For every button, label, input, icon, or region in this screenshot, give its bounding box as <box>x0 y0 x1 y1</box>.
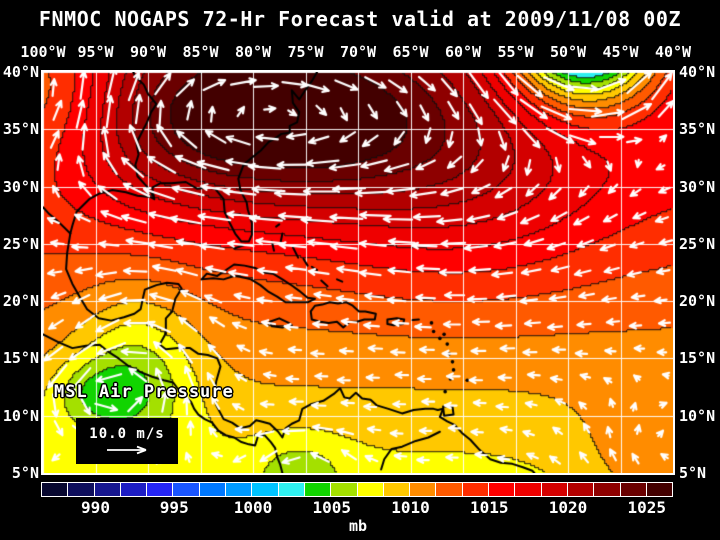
colorbar-cell <box>515 483 542 496</box>
lon-tick-label: 40°W <box>654 43 692 61</box>
wind-scale-arrow-icon <box>107 445 147 455</box>
lat-tick-label-right: 35°N <box>679 120 716 139</box>
wind-scale-label: 10.0 m/s <box>89 426 165 442</box>
colorbar-cell <box>147 483 174 496</box>
colorbar-tick-label: 995 <box>159 498 189 517</box>
colorbar-cell <box>226 483 253 496</box>
colorbar-cell <box>489 483 516 496</box>
lat-tick-label-left: 25°N <box>2 234 39 253</box>
colorbar-tick-label: 1015 <box>469 498 509 517</box>
lat-tick-label-left: 35°N <box>2 120 39 139</box>
colorbar-cell <box>462 483 490 496</box>
lon-tick-label: 90°W <box>129 43 167 61</box>
colorbar-cell <box>94 483 121 496</box>
lat-tick-label-right: 10°N <box>679 406 716 425</box>
colorbar-cell <box>383 483 411 496</box>
lon-tick-label: 95°W <box>77 43 114 61</box>
lon-tick-label: 75°W <box>287 43 324 61</box>
colorbar-tick-label: 990 <box>81 498 110 517</box>
colorbar-cell <box>436 483 463 496</box>
page-title: FNMOC NOGAPS 72-Hr Forecast valid at 200… <box>38 7 682 31</box>
colorbar-cell <box>68 483 95 496</box>
lon-tick-label: 50°W <box>549 43 587 61</box>
lat-tick-label-right: 5°N <box>679 464 707 482</box>
lon-tick-label: 80°W <box>234 43 272 61</box>
colorbar-unit-label: mb <box>348 517 368 535</box>
wind-scale-box: 10.0 m/s <box>76 418 178 464</box>
colorbar-cell <box>199 483 227 496</box>
pressure-map-canvas <box>43 72 673 473</box>
colorbar <box>41 482 673 497</box>
lat-tick-label-right: 20°N <box>679 292 716 311</box>
colorbar-cell <box>410 483 437 496</box>
lon-tick-label: 85°W <box>182 43 219 61</box>
colorbar-cell <box>278 483 305 496</box>
lat-tick-label-right: 40°N <box>679 63 716 81</box>
colorbar-cell <box>541 483 568 496</box>
colorbar-cell <box>252 483 279 496</box>
lon-tick-label: 60°W <box>444 43 482 61</box>
colorbar-cell <box>594 483 621 496</box>
lat-tick-label-right: 30°N <box>679 177 716 196</box>
lat-tick-label-left: 10°N <box>2 406 39 425</box>
colorbar-tick-label: 1010 <box>391 498 430 517</box>
lat-tick-label-right: 25°N <box>679 234 716 253</box>
lon-tick-label: 55°W <box>497 43 534 61</box>
lat-tick-label-left: 5°N <box>11 464 39 482</box>
colorbar-tick-label: 1025 <box>627 498 667 517</box>
colorbar-tick-label: 1000 <box>233 498 273 517</box>
field-label: MSL Air Pressure <box>54 382 234 402</box>
colorbar-tick-label: 1020 <box>548 498 588 517</box>
colorbar-cell <box>120 483 148 496</box>
lon-tick-label: 70°W <box>339 43 377 61</box>
lat-tick-label-left: 15°N <box>2 349 39 368</box>
colorbar-cell <box>357 483 384 496</box>
lon-tick-label: 45°W <box>602 43 639 61</box>
lon-tick-label: 65°W <box>392 43 429 61</box>
colorbar-cell <box>173 483 200 496</box>
colorbar-tick-label: 1005 <box>312 498 352 517</box>
lon-tick-label: 100°W <box>20 43 66 61</box>
colorbar-cell <box>620 483 647 496</box>
colorbar-cell <box>304 483 332 496</box>
colorbar-cell <box>567 483 595 496</box>
colorbar-cell <box>331 483 358 496</box>
lat-tick-label-left: 30°N <box>2 177 39 196</box>
map-plot-area: MSL Air Pressure 10.0 m/s <box>41 70 675 475</box>
lat-tick-label-right: 15°N <box>679 349 716 368</box>
lat-tick-label-left: 40°N <box>2 63 39 81</box>
colorbar-cell <box>42 483 69 496</box>
lat-tick-label-left: 20°N <box>2 292 39 311</box>
colorbar-cell <box>646 483 673 496</box>
